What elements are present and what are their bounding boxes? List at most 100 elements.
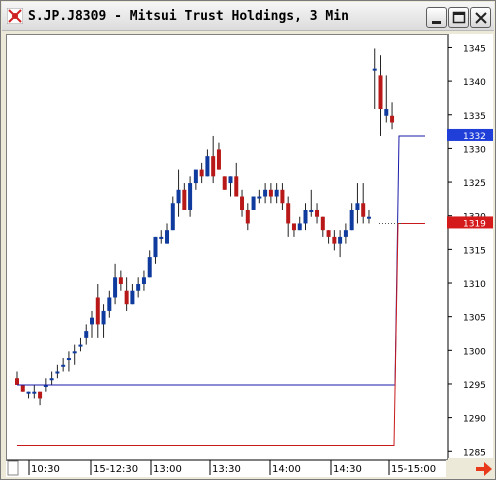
minimize-button[interactable]	[426, 7, 447, 28]
candle-body	[136, 284, 141, 291]
time-tick-label: 10:30	[31, 464, 60, 475]
candle-body	[38, 391, 43, 399]
window-title: S.JP.J8309 - Mitsui Trust Holdings, 3 Mi…	[28, 9, 349, 24]
price-badge-blue	[447, 128, 493, 141]
candle-body	[338, 236, 343, 244]
candle-body	[274, 189, 279, 197]
candle-body	[286, 203, 291, 224]
candle-body	[26, 391, 31, 394]
candle-body	[257, 196, 262, 199]
candle-body	[245, 209, 250, 224]
candle-body	[234, 176, 239, 197]
candle-body	[343, 230, 348, 237]
candle-body	[32, 391, 37, 394]
candle-body	[182, 189, 187, 210]
candle-body	[384, 109, 389, 116]
price-tick-label: 1335	[463, 112, 486, 122]
candle-body	[205, 156, 210, 177]
price-badge-red	[447, 216, 493, 229]
price-tick-label: 1315	[463, 246, 486, 256]
red-indicator-line	[17, 222, 425, 447]
candle-body	[49, 378, 54, 381]
candle-body	[228, 176, 233, 184]
candle-body	[141, 277, 146, 285]
candle-body	[153, 236, 158, 258]
price-badge-blue-label: 1332	[463, 132, 486, 142]
candle-body	[43, 384, 48, 387]
candle-body	[66, 358, 71, 361]
candle-body	[291, 223, 296, 231]
candle-body	[113, 277, 118, 298]
time-tick-label: 13:30	[212, 464, 241, 475]
candle-body	[390, 115, 395, 123]
candle-body	[15, 378, 19, 385]
time-scroll-box	[7, 460, 19, 476]
candle-body	[118, 277, 123, 285]
candle-body	[95, 297, 100, 325]
price-axis: 1345134013351330132513201315131013051300…	[447, 34, 493, 458]
candle-body	[188, 183, 193, 210]
maximize-button[interactable]	[448, 7, 469, 28]
scroll-right-arrow-icon[interactable]	[474, 460, 494, 478]
price-tick-label: 1345	[463, 44, 486, 54]
candle-body	[90, 317, 95, 325]
blue-indicator-line	[17, 135, 425, 386]
title-bar[interactable]: S.JP.J8309 - Mitsui Trust Holdings, 3 Mi…	[2, 2, 494, 31]
candle-body	[78, 344, 83, 347]
candle-body	[349, 209, 354, 231]
price-tick-label: 1340	[463, 78, 486, 88]
candle-body	[72, 351, 77, 354]
candle-body	[263, 189, 268, 197]
candle-body	[193, 169, 198, 184]
candle-body	[280, 189, 285, 204]
candle-body	[268, 189, 273, 197]
candle-body	[147, 257, 152, 278]
price-tick-label: 1295	[463, 381, 486, 391]
candle-body	[176, 189, 181, 204]
minimize-icon	[432, 21, 441, 24]
candle-body	[326, 230, 331, 237]
candle-body	[55, 371, 60, 374]
close-icon	[475, 12, 487, 24]
candle-body	[199, 169, 204, 177]
candle-body	[211, 156, 216, 177]
price-tick-label: 1300	[463, 347, 486, 357]
candle-body	[101, 310, 106, 325]
time-tick-label: 15-15:00	[391, 464, 436, 475]
candle-body	[332, 236, 337, 244]
candle-body	[107, 297, 112, 311]
time-axis: 10:30 15-12:30 13:00 13:30 14:00 14:30 15-15:0…	[6, 459, 446, 477]
price-tick-label: 1305	[463, 314, 486, 324]
candle-body	[361, 203, 366, 217]
time-tick-label: 14:30	[333, 464, 362, 475]
price-tick-label: 1325	[463, 179, 486, 189]
candle-body	[303, 209, 308, 224]
price-chart[interactable]	[6, 34, 448, 460]
candle-body	[378, 75, 383, 110]
candle-body	[165, 230, 170, 244]
candle-body	[315, 209, 320, 217]
price-tick-label: 1290	[463, 415, 486, 425]
candle-body	[309, 209, 314, 212]
candle-body	[170, 203, 175, 231]
price-badge-red-label: 1319	[463, 219, 486, 229]
candle-body	[366, 216, 371, 219]
candle-body	[320, 216, 325, 231]
maximize-icon	[452, 11, 466, 24]
candle-body	[61, 364, 66, 367]
candle-body	[355, 203, 360, 210]
price-tick-label: 1330	[463, 145, 486, 155]
time-tick-label: 15-12:30	[93, 464, 138, 475]
candle-body	[216, 149, 221, 170]
app-icon	[7, 8, 23, 24]
time-tick-label: 13:00	[153, 464, 182, 475]
candle-body	[159, 236, 164, 239]
candle-body	[84, 331, 89, 338]
close-button[interactable]	[470, 7, 491, 28]
candle-body	[297, 223, 302, 231]
candle-body	[20, 384, 25, 392]
candle-body	[240, 196, 245, 210]
price-tick-label: 1310	[463, 280, 486, 290]
candle-body	[222, 176, 227, 190]
